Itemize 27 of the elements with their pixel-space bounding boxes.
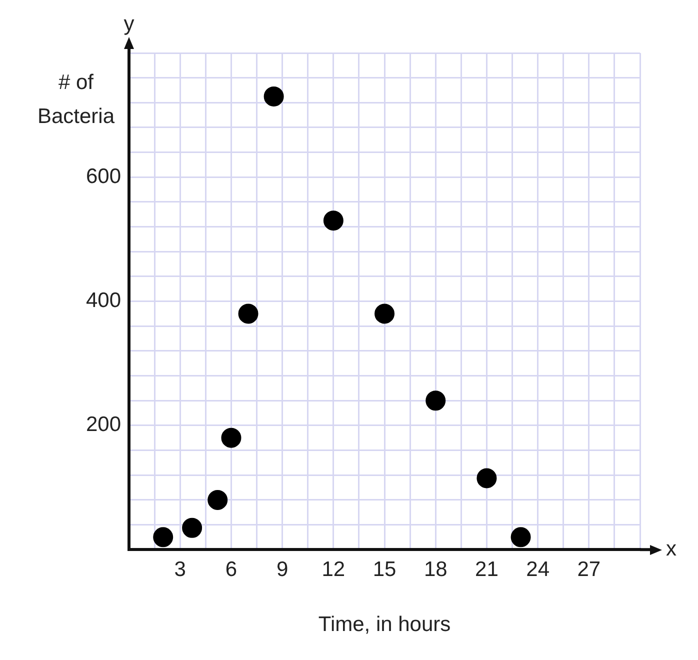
x-tick-label: 21	[475, 558, 498, 581]
point	[182, 518, 202, 538]
point	[221, 428, 242, 448]
x-tick-label: 12	[322, 558, 346, 581]
text: y	[124, 12, 135, 36]
x-tick-label: 18	[424, 558, 448, 581]
x-tick-label: 9	[276, 558, 288, 581]
point	[476, 468, 497, 488]
point	[153, 527, 174, 548]
point	[323, 210, 344, 231]
x-tick-label: 27	[577, 558, 601, 581]
text: x	[666, 537, 677, 560]
point	[264, 86, 284, 106]
y-tick-label: 200	[86, 413, 122, 436]
x-tick-label: 15	[372, 558, 396, 581]
point	[208, 490, 228, 510]
point	[374, 304, 395, 324]
point	[426, 390, 446, 411]
x-tick-label: 24	[526, 558, 550, 581]
point	[510, 527, 531, 548]
y-tick-label: 400	[86, 289, 122, 312]
y-tick-label: 600	[86, 164, 122, 188]
x-tick-label: 6	[225, 558, 238, 581]
x-tick-label: 3	[174, 558, 186, 581]
y-axis-title: # of Bacteria	[37, 70, 115, 128]
point	[238, 304, 258, 324]
x-axis-title: Time, in hours	[318, 613, 451, 636]
